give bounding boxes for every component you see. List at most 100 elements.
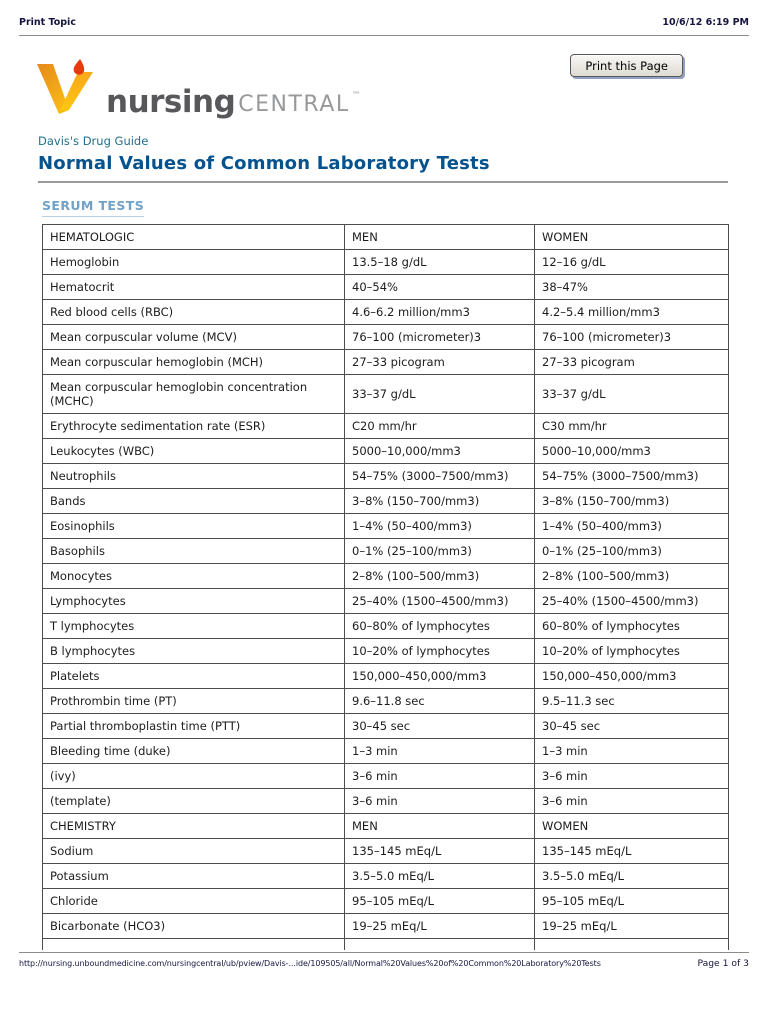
table-header-row: HEMATOLOGIC MEN WOMEN <box>42 224 729 250</box>
table-cell: C30 mm/hr <box>534 413 729 439</box>
table-cell: Prothrombin time (PT) <box>42 688 345 714</box>
logo-word-nursing: nursing <box>106 83 236 120</box>
source-url: http://nursing.unboundmedicine.com/nursi… <box>19 959 601 968</box>
table-cell: 4.6–6.2 million/mm3 <box>344 299 535 325</box>
table-cell: 10–20% of lymphocytes <box>344 638 535 664</box>
print-meta-header: Print Topic 10/6/12 6:19 PM <box>0 0 768 35</box>
table-row: B lymphocytes 10–20% of lymphocytes 10–20%… <box>42 638 729 664</box>
table-cell: 13.5–18 g/dL <box>344 249 535 275</box>
table-row: Neutrophils 54–75% (3000–7500/mm3) 54–75% … <box>42 463 729 489</box>
table-cell: C20 mm/hr <box>344 413 535 439</box>
table-cell: 54–75% (3000–7500/mm3) <box>534 463 729 489</box>
table-cell: 60–80% of lymphocytes <box>344 613 535 639</box>
table-cell: 76–100 (micrometer)3 <box>344 324 535 350</box>
table-cell: 3–6 min <box>534 763 729 789</box>
table-cell: 19–25 mEq/L <box>344 913 535 939</box>
table-row: Sodium 135–145 mEq/L 135–145 mEq/L <box>42 838 729 864</box>
table-cell: Partial thromboplastin time (PTT) <box>42 713 345 739</box>
table-cell: CHEMISTRY <box>42 813 345 839</box>
table-cell: 95–105 mEq/L <box>344 888 535 914</box>
table-cell: 3–6 min <box>534 788 729 814</box>
table-row: Mean corpuscular hemoglobin concentratio… <box>42 374 729 414</box>
nursing-central-logo: nursing CENTRAL ™ <box>36 57 768 120</box>
header-divider <box>19 35 749 36</box>
page-number: Page 1 of 3 <box>697 958 749 969</box>
table-cell: 1–3 min <box>344 738 535 764</box>
table-cell: 76–100 (micrometer)3 <box>534 324 729 350</box>
table-row: Monocytes 2–8% (100–500/mm3) 2–8% (100–500… <box>42 563 729 589</box>
table-cell: 25–40% (1500–4500/mm3) <box>344 588 535 614</box>
table-cell: 0–1% (25–100/mm3) <box>344 538 535 564</box>
table-cell: Mean corpuscular volume (MCV) <box>42 324 345 350</box>
table-cell: Bleeding time (duke) <box>42 738 345 764</box>
table-cell: 60–80% of lymphocytes <box>534 613 729 639</box>
table-clip-region: HEMATOLOGIC MEN WOMEN Hemoglobin 13.5–18 … <box>42 224 729 950</box>
table-cell: 3–8% (150–700/mm3) <box>344 488 535 514</box>
logo-word-central: CENTRAL <box>238 91 350 117</box>
table-cell: 3.5–5.0 mEq/L <box>534 863 729 889</box>
logo-trademark: ™ <box>351 91 361 101</box>
table-cell: 27–33 picogram <box>534 349 729 375</box>
column-header-men: MEN <box>344 224 535 250</box>
serum-tests-section-heading: SERUM TESTS <box>42 198 145 217</box>
table-cell: 3–8% (150–700/mm3) <box>534 488 729 514</box>
print-meta-footer: http://nursing.unboundmedicine.com/nursi… <box>19 952 749 969</box>
table-cell: 40–54% <box>344 274 535 300</box>
table-cell: 38–47% <box>534 274 729 300</box>
table-cell: Erythrocyte sedimentation rate (ESR) <box>42 413 345 439</box>
table-cell: 9.5–11.3 sec <box>534 688 729 714</box>
table-row: CHEMISTRY MEN WOMEN <box>42 813 729 839</box>
lab-table-body: Hemoglobin 13.5–18 g/dL 12–16 g/dL Hematocr… <box>42 249 729 950</box>
table-cell: 1–4% (50–400/mm3) <box>534 513 729 539</box>
table-cell <box>42 938 345 950</box>
table-row: Red blood cells (RBC) 4.6–6.2 million/mm3… <box>42 299 729 325</box>
table-cell: (template) <box>42 788 345 814</box>
table-cell: 54–75% (3000–7500/mm3) <box>344 463 535 489</box>
table-cell: Platelets <box>42 663 345 689</box>
table-cell: Bicarbonate (HCO3) <box>42 913 345 939</box>
table-cell: 1–3 min <box>534 738 729 764</box>
table-cell: Lymphocytes <box>42 588 345 614</box>
table-cell: Hemoglobin <box>42 249 345 275</box>
print-this-page-button[interactable]: Print this Page <box>570 54 683 77</box>
table-cell: Bands <box>42 488 345 514</box>
table-cell: Sodium <box>42 838 345 864</box>
table-row: Bicarbonate (HCO3) 19–25 mEq/L 19–25 mEq/L <box>42 913 729 939</box>
table-cell: 0–1% (25–100/mm3) <box>534 538 729 564</box>
table-row: Erythrocyte sedimentation rate (ESR) C20 … <box>42 413 729 439</box>
table-cell: (ivy) <box>42 763 345 789</box>
print-topic-label: Print Topic <box>19 17 76 28</box>
table-cell: Monocytes <box>42 563 345 589</box>
davis-drug-guide-link[interactable]: Davis's Drug Guide <box>38 134 149 148</box>
table-cell: WOMEN <box>534 813 729 839</box>
table-cell: 5000–10,000/mm3 <box>534 438 729 464</box>
table-cell: T lymphocytes <box>42 613 345 639</box>
table-cell: 150,000–450,000/mm3 <box>344 663 535 689</box>
table-cell: 25–40% (1500–4500/mm3) <box>534 588 729 614</box>
table-cell: 4.2–5.4 million/mm3 <box>534 299 729 325</box>
page-title: Normal Values of Common Laboratory Tests <box>38 153 490 174</box>
table-row: T lymphocytes 60–80% of lymphocytes 60–80%… <box>42 613 729 639</box>
table-row: Partial thromboplastin time (PTT) 30–45 s… <box>42 713 729 739</box>
table-cell: Mean corpuscular hemoglobin (MCH) <box>42 349 345 375</box>
table-cell: 3–6 min <box>344 763 535 789</box>
table-cell <box>344 938 535 950</box>
table-cell: Basophils <box>42 538 345 564</box>
table-cell: 3.5–5.0 mEq/L <box>344 863 535 889</box>
table-cell: MEN <box>344 813 535 839</box>
table-cell: Chloride <box>42 888 345 914</box>
table-cell: 5000–10,000/mm3 <box>344 438 535 464</box>
nursing-central-logo-icon <box>37 59 93 114</box>
table-cell: 19–25 mEq/L <box>534 913 729 939</box>
table-cell: 33–37 g/dL <box>344 374 535 414</box>
table-cell: Neutrophils <box>42 463 345 489</box>
column-header-hematologic: HEMATOLOGIC <box>42 224 345 250</box>
table-row: Bleeding time (duke) 1–3 min 1–3 min <box>42 738 729 764</box>
table-cell: 30–45 sec <box>344 713 535 739</box>
table-row: Hematocrit 40–54% 38–47% <box>42 274 729 300</box>
table-cell: Leukocytes (WBC) <box>42 438 345 464</box>
table-cell: 1–4% (50–400/mm3) <box>344 513 535 539</box>
table-row: Basophils 0–1% (25–100/mm3) 0–1% (25–100/m… <box>42 538 729 564</box>
table-cell: 2–8% (100–500/mm3) <box>534 563 729 589</box>
